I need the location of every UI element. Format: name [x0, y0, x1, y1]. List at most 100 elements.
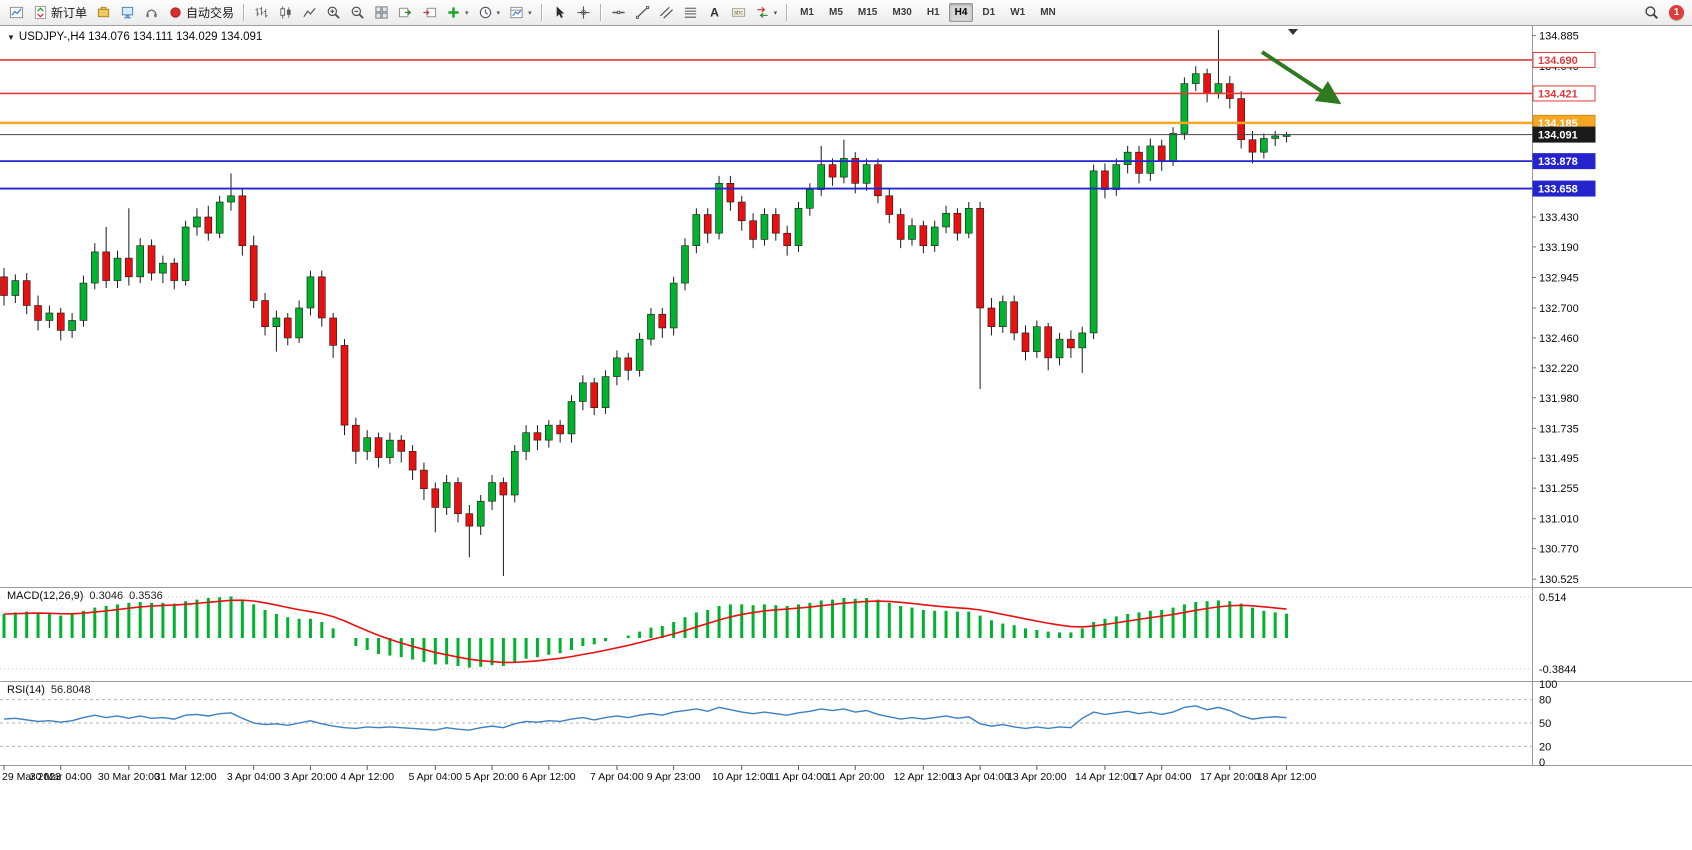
timeframe-button-mn[interactable]: MN [1040, 7, 1056, 18]
macd-panel: 0.514 -0.3844 [0, 592, 1576, 676]
candle-down [726, 183, 735, 203]
candle-chart-button[interactable] [274, 1, 297, 25]
candle-down [22, 280, 31, 306]
fibo-icon [683, 5, 698, 20]
indicator-plus-icon [446, 5, 461, 20]
search-button[interactable] [1640, 1, 1663, 25]
price-scale-label: 130.525 [1539, 574, 1579, 586]
timeframe-button-w1[interactable]: W1 [1010, 7, 1026, 18]
price-tag-134.091: 134.091 [1532, 126, 1596, 143]
community-button[interactable] [140, 1, 163, 25]
chevron-down-icon[interactable]: ▾ [465, 9, 469, 17]
candle-down [1044, 326, 1052, 359]
periods-button[interactable]: ▾ [474, 1, 505, 25]
time-axis-label: 3 Apr 04:00 [227, 771, 281, 783]
price-chart[interactable]: 134.885134.640134.395134.150133.905133.6… [0, 26, 1692, 850]
line-chart-button[interactable] [298, 1, 321, 25]
candle-up [363, 437, 372, 452]
hline-tool-button[interactable] [607, 1, 630, 25]
candle-up [579, 382, 587, 402]
time-axis-label: 5 Apr 20:00 [465, 771, 519, 783]
candle-up [91, 251, 99, 284]
timeframe-button-m15[interactable]: M15 [857, 7, 878, 18]
timeframe-button-d1[interactable]: D1 [982, 7, 996, 18]
fibonacci-tool-button[interactable] [679, 1, 702, 25]
candle-down [658, 313, 667, 329]
macd-signal-line [3, 599, 1287, 664]
candle-up [488, 482, 496, 502]
candle-up [930, 226, 939, 246]
zoom-in-button[interactable] [322, 1, 345, 25]
tile-windows-button[interactable] [370, 1, 393, 25]
candle-down [1157, 145, 1166, 162]
candle-up [840, 158, 848, 178]
text-tool-button[interactable]: A [703, 1, 726, 25]
record-icon [168, 5, 183, 20]
candle-up [68, 320, 76, 331]
time-axis-label: 12 Apr 12:00 [894, 771, 954, 783]
chart-title: ▼ USDJPY-,H4 134.076 134.111 134.029 134… [7, 31, 262, 43]
cursor-button[interactable] [548, 1, 571, 25]
channel-icon [659, 5, 674, 20]
auto-scroll-button[interactable] [394, 1, 417, 25]
headset-icon [144, 5, 159, 20]
price-tag-text: 134.421 [1538, 88, 1578, 100]
price-scale-label: 132.700 [1539, 303, 1579, 315]
candle-down [283, 317, 292, 339]
timeframe-button-h4[interactable]: H4 [948, 3, 974, 22]
rsi-value: 56.8048 [50, 684, 91, 696]
arrows-tool-button[interactable]: ▾ [751, 1, 782, 25]
candle-up [510, 451, 519, 496]
chart-shift-button[interactable] [418, 1, 441, 25]
chart-window-button[interactable] [5, 1, 28, 25]
zoom-out-button[interactable] [346, 1, 369, 25]
candle-down [1203, 73, 1211, 94]
crosshair-button[interactable] [572, 1, 595, 25]
chevron-down-icon[interactable]: ▾ [496, 9, 501, 17]
rsi-indicator-label: RSI(14) 56.8048 [7, 684, 91, 696]
candle-down [976, 207, 984, 309]
chart-menu-arrow-icon[interactable]: ▼ [7, 32, 15, 42]
indicators-button[interactable]: ▾ [442, 1, 473, 25]
autoscroll-icon [398, 5, 413, 20]
bar-chart-button[interactable] [250, 1, 273, 25]
time-axis-label: 13 Apr 20:00 [1007, 771, 1067, 783]
timeframe-button-h1[interactable]: H1 [926, 7, 940, 18]
templates-button[interactable]: ▾ [505, 1, 536, 25]
notification-badge[interactable]: 1 [1669, 5, 1684, 20]
new-order-button[interactable]: 新订单 [29, 1, 91, 25]
chevron-down-icon[interactable]: ▾ [528, 9, 532, 17]
candle-down [851, 158, 860, 184]
candle-up [1089, 170, 1098, 334]
timeframe-button-m30[interactable]: M30 [892, 7, 912, 18]
label-tool-button[interactable]: abc [727, 1, 750, 25]
candle-up [386, 439, 394, 458]
price-axis[interactable]: 134.885134.640134.395134.150133.905133.6… [1532, 31, 1596, 587]
rsi-scale-label: 80 [1539, 695, 1551, 707]
rsi-scale-label: 50 [1539, 718, 1551, 730]
candle-down [454, 482, 462, 514]
channel-tool-button[interactable] [655, 1, 678, 25]
rsi-scale-label: 100 [1539, 679, 1557, 691]
shift-marker-icon[interactable] [1288, 29, 1298, 35]
depth-of-market-button[interactable] [92, 1, 115, 25]
candle-down [317, 276, 326, 319]
arrows-icon [755, 5, 770, 20]
trendline-tool-button[interactable] [631, 1, 654, 25]
toolbar-separator [786, 4, 789, 21]
chevron-down-icon[interactable]: ▾ [773, 9, 778, 17]
candle-down [102, 251, 110, 281]
timeframe-button-m1[interactable]: M1 [800, 7, 814, 18]
timeframe-button-m5[interactable]: M5 [829, 7, 843, 18]
candle-down [987, 307, 996, 327]
annotation-arrow[interactable] [1260, 50, 1342, 105]
candle-down [408, 451, 417, 471]
candle-up [215, 201, 224, 234]
price-tag-text: 134.690 [1538, 55, 1578, 67]
terminal-button[interactable] [116, 1, 139, 25]
candle-up [306, 276, 315, 309]
box-icon [96, 5, 111, 20]
candle-down [170, 262, 179, 281]
autotrade-button[interactable]: 自动交易 [164, 1, 238, 25]
